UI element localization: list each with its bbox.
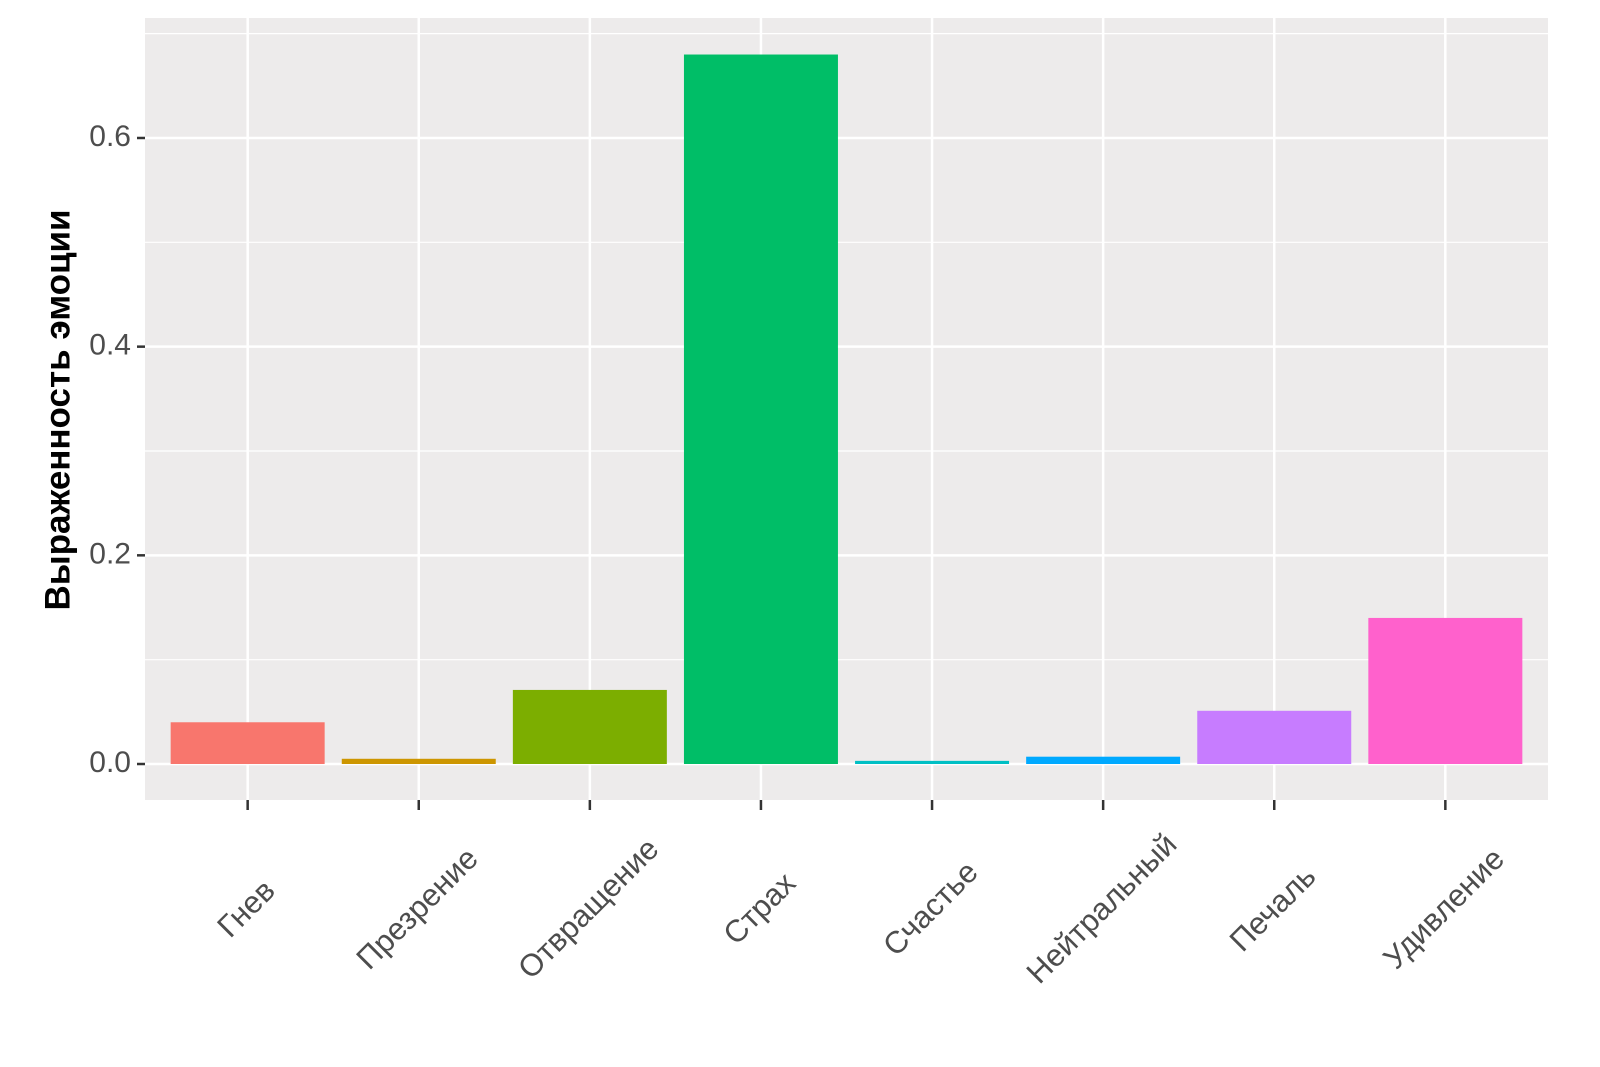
bar (683, 54, 838, 765)
x-tick-label: Гнев (210, 873, 281, 944)
bar (1026, 756, 1181, 765)
bar (512, 689, 667, 765)
bar (1197, 710, 1352, 765)
y-tick-label: 0.4 (89, 329, 131, 362)
y-axis-label: Выраженность эмоции (38, 209, 77, 610)
x-tick-label: Удивление (1376, 841, 1511, 976)
bar (1368, 617, 1523, 765)
x-tick-label: Нейтральный (1020, 826, 1184, 990)
bar (855, 760, 1010, 765)
y-tick-label: 0.2 (89, 537, 131, 570)
x-tick-label: Отвращение (511, 831, 665, 985)
bar (170, 722, 325, 765)
x-tick-label: Презрение (349, 841, 484, 976)
y-tick-label: 0.6 (89, 120, 131, 153)
x-tick-label: Печаль (1223, 858, 1323, 958)
x-tick-label: Страх (716, 865, 802, 951)
bar (341, 758, 496, 765)
x-tick-label: Счастье (876, 854, 985, 963)
plot-panel (145, 18, 1548, 800)
y-tick-label: 0.0 (89, 746, 131, 779)
